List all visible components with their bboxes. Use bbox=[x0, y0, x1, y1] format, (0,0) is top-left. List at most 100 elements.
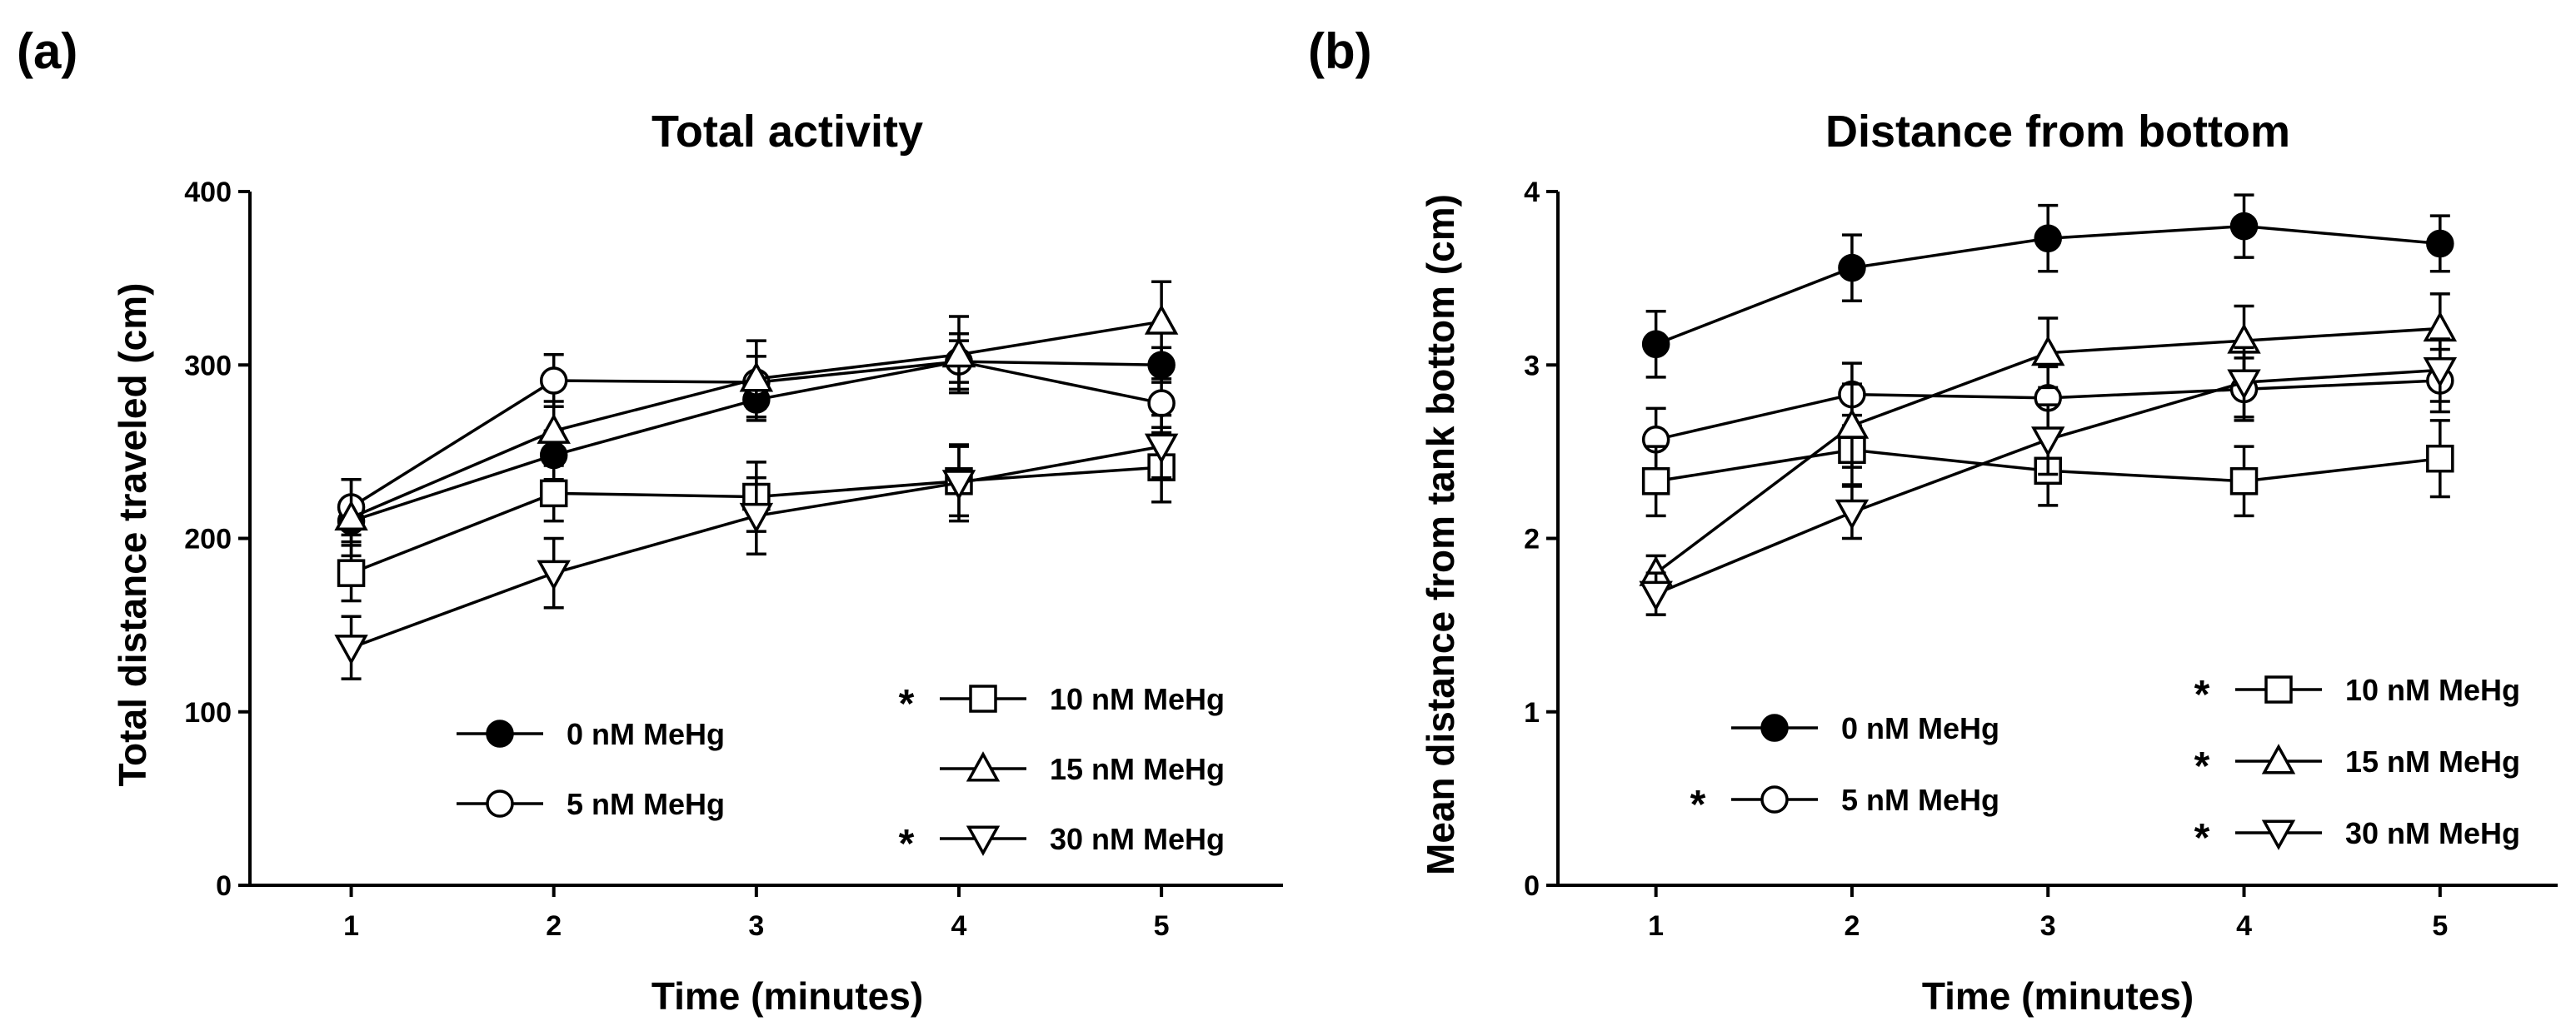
panel-b-chart: (b) Distance from bottom Time (minutes) … bbox=[1308, 23, 2558, 1018]
panel-a-series-15-nm-mehg-point-2 bbox=[537, 413, 571, 444]
panel-b-series-0-nm-mehg bbox=[1641, 193, 2454, 379]
panel-b-legend-5-nm-mehg-label: 5 nM MeHg bbox=[1841, 783, 1999, 817]
panel-b-series-15-nm-mehg-point-3 bbox=[2031, 335, 2065, 366]
panel-a-series-15-nm-mehg bbox=[334, 280, 1179, 558]
panel-b-series-15-nm-mehg-point-5 bbox=[2423, 311, 2458, 342]
panel-b-legend-10-nm-mehg-significance-star: * bbox=[2194, 673, 2210, 717]
panel-a-legend-5-nm-mehg: 5 nM MeHg bbox=[457, 787, 725, 821]
panel-b-series-30-nm-mehg-point-5 bbox=[2423, 356, 2458, 388]
panel-b-legend-10-nm-mehg: * 10 nM MeHg bbox=[2194, 673, 2520, 717]
panel-a-legend-5-nm-mehg-marker bbox=[486, 789, 514, 818]
panel-a-legend-30-nm-mehg-label: 30 nM MeHg bbox=[1050, 822, 1225, 856]
panel-a-xtick-label-1: 1 bbox=[343, 910, 359, 942]
panel-b-series-0-nm-mehg-point-5 bbox=[2426, 229, 2454, 258]
panel-a-series-30-nm-mehg-point-2 bbox=[537, 560, 571, 591]
panel-a-legend-30-nm-mehg-marker bbox=[966, 825, 1001, 856]
panel-a-series-30-nm-mehg-point-3 bbox=[739, 502, 774, 534]
panel-b-plot: 0 1 2 3 4 1 2 3 4 5 bbox=[1524, 177, 2558, 942]
panel-b-series-10-nm-mehg-point-1 bbox=[1641, 467, 1670, 496]
panel-a-legend-15-nm-mehg: 15 nM MeHg bbox=[940, 751, 1225, 786]
panel-b-series-10-nm-mehg-point-5 bbox=[2426, 444, 2454, 473]
panel-b-legend-30-nm-mehg-marker bbox=[2261, 819, 2296, 850]
panel-b-legend-15-nm-mehg-significance-star: * bbox=[2194, 745, 2210, 789]
panel-a-title: Total activity bbox=[651, 107, 923, 157]
panel-a-legend-15-nm-mehg-marker bbox=[966, 751, 1001, 782]
panel-a-legend-30-nm-mehg-significance-star: * bbox=[899, 822, 915, 866]
panel-a-ytick-label-300: 300 bbox=[184, 350, 232, 381]
panel-a-series-30-nm-mehg-point-5 bbox=[1144, 433, 1179, 464]
panel-b-ytick-label-4: 4 bbox=[1524, 177, 1540, 208]
panel-a-ytick-label-0: 0 bbox=[216, 870, 232, 902]
panel-b-title: Distance from bottom bbox=[1825, 107, 2290, 157]
panel-a-series-15-nm-mehg-point-3 bbox=[739, 361, 774, 392]
panel-a-ylabel: Total distance traveled (cm) bbox=[111, 283, 154, 787]
panel-a-series-5-nm-mehg-point-5 bbox=[1147, 389, 1176, 417]
panel-b-legend-0-nm-mehg-marker bbox=[1760, 714, 1789, 742]
panel-a-xtick-label-4: 4 bbox=[951, 910, 967, 942]
panel-a-legend-0-nm-mehg-marker bbox=[486, 720, 514, 748]
panel-b-series-0-nm-mehg-point-1 bbox=[1641, 330, 1670, 359]
panel-a-legend-30-nm-mehg: * 30 nM MeHg bbox=[899, 822, 1225, 866]
panel-b-series-10-nm-mehg-point-4 bbox=[2229, 467, 2259, 496]
panel-a-legend-10-nm-mehg-significance-star: * bbox=[899, 682, 915, 726]
panel-a-legend-5-nm-mehg-label: 5 nM MeHg bbox=[567, 787, 725, 821]
panel-b-legend-30-nm-mehg: * 30 nM MeHg bbox=[2194, 816, 2520, 860]
panel-b-legend-10-nm-mehg-label: 10 nM MeHg bbox=[2345, 673, 2520, 707]
panel-b-ytick-label-3: 3 bbox=[1524, 350, 1540, 381]
panel-b-legend: 0 nM MeHg * 5 nM MeHg * 10 nM MeHg * 15 nM MeH… bbox=[1690, 673, 2520, 860]
panel-b-legend-0-nm-mehg: 0 nM MeHg bbox=[1731, 711, 1999, 745]
panel-a-xtick-label-2: 2 bbox=[546, 910, 562, 942]
panel-b-letter: (b) bbox=[1308, 23, 1372, 79]
panel-a-chart: (a) Total activity Time (minutes) Total … bbox=[17, 23, 1283, 1018]
panel-b-legend-15-nm-mehg: * 15 nM MeHg bbox=[2194, 744, 2520, 789]
panel-a-series-10-nm-mehg-point-1 bbox=[337, 559, 366, 587]
panel-b-legend-30-nm-mehg-significance-star: * bbox=[2194, 816, 2210, 860]
panel-a-ytick-label-100: 100 bbox=[184, 697, 232, 729]
panel-a-legend-0-nm-mehg-label: 0 nM MeHg bbox=[567, 717, 725, 751]
panel-a-legend-15-nm-mehg-label: 15 nM MeHg bbox=[1050, 752, 1225, 786]
panel-b-xtick-label-4: 4 bbox=[2236, 910, 2252, 942]
panel-a-letter: (a) bbox=[17, 23, 77, 79]
panel-a-legend-0-nm-mehg: 0 nM MeHg bbox=[457, 717, 725, 751]
panel-b-legend-5-nm-mehg-marker bbox=[1760, 785, 1789, 814]
panel-b-series-0-nm-mehg-point-3 bbox=[2034, 224, 2062, 252]
panel-b-series-30-nm-mehg-point-4 bbox=[2227, 369, 2261, 400]
panel-a-series-15-nm-mehg-point-4 bbox=[941, 336, 976, 368]
panel-b-xtick-label-1: 1 bbox=[1648, 910, 1664, 942]
panel-a-series-10-nm-mehg-point-2 bbox=[539, 479, 568, 508]
panel-b-legend-0-nm-mehg-label: 0 nM MeHg bbox=[1841, 711, 1999, 745]
panel-a-ytick-label-400: 400 bbox=[184, 177, 232, 208]
panel-b-series-30-nm-mehg-point-2 bbox=[1835, 499, 1870, 530]
panel-a-xlabel: Time (minutes) bbox=[651, 974, 923, 1018]
panel-a-series-5-nm-mehg-point-2 bbox=[539, 366, 568, 395]
panel-b-ytick-label-1: 1 bbox=[1524, 697, 1540, 729]
panel-a-series-15-nm-mehg-point-1 bbox=[334, 500, 368, 531]
panel-a-legend: 0 nM MeHg 5 nM MeHg * 10 nM MeHg 15 nM MeHg *… bbox=[457, 682, 1225, 866]
panel-b-xlabel: Time (minutes) bbox=[1922, 974, 2194, 1018]
panel-b-series-0-nm-mehg-point-2 bbox=[1838, 253, 1866, 282]
panel-b-xtick-label-3: 3 bbox=[2040, 910, 2056, 942]
panel-a-series-15-nm-mehg-point-5 bbox=[1144, 304, 1179, 335]
panel-b-legend-5-nm-mehg: * 5 nM MeHg bbox=[1690, 783, 1999, 827]
panel-b-series-30-nm-mehg-point-1 bbox=[1639, 580, 1673, 611]
panel-a-xtick-label-5: 5 bbox=[1154, 910, 1170, 942]
panel-b-ytick-label-2: 2 bbox=[1524, 524, 1540, 555]
panel-a-legend-10-nm-mehg-label: 10 nM MeHg bbox=[1050, 682, 1225, 716]
panel-a-legend-10-nm-mehg: * 10 nM MeHg bbox=[899, 682, 1225, 726]
panel-b-series-0-nm-mehg-point-4 bbox=[2229, 212, 2259, 241]
panel-a-ytick-label-200: 200 bbox=[184, 524, 232, 555]
panel-a-series-30-nm-mehg bbox=[334, 413, 1179, 680]
panel-a-series-30-nm-mehg-point-1 bbox=[334, 635, 368, 665]
panel-b-legend-15-nm-mehg-label: 15 nM MeHg bbox=[2345, 745, 2520, 779]
panel-b-xtick-label-2: 2 bbox=[1844, 910, 1860, 942]
panel-a-plot: 0 100 200 300 400 1 2 3 4 5 bbox=[184, 177, 1283, 942]
panel-b-legend-10-nm-mehg-marker bbox=[2264, 675, 2293, 704]
panel-b-ytick-label-0: 0 bbox=[1524, 870, 1540, 902]
panel-b-series-30-nm-mehg bbox=[1639, 337, 2458, 616]
panel-b-legend-5-nm-mehg-significance-star: * bbox=[1690, 783, 1706, 827]
panel-b-legend-30-nm-mehg-label: 30 nM MeHg bbox=[2345, 816, 2520, 850]
panel-b-legend-15-nm-mehg-marker bbox=[2261, 744, 2296, 775]
panel-b-ylabel: Mean distance from tank bottom (cm) bbox=[1419, 194, 1462, 875]
panel-a-legend-10-nm-mehg-marker bbox=[969, 685, 997, 713]
